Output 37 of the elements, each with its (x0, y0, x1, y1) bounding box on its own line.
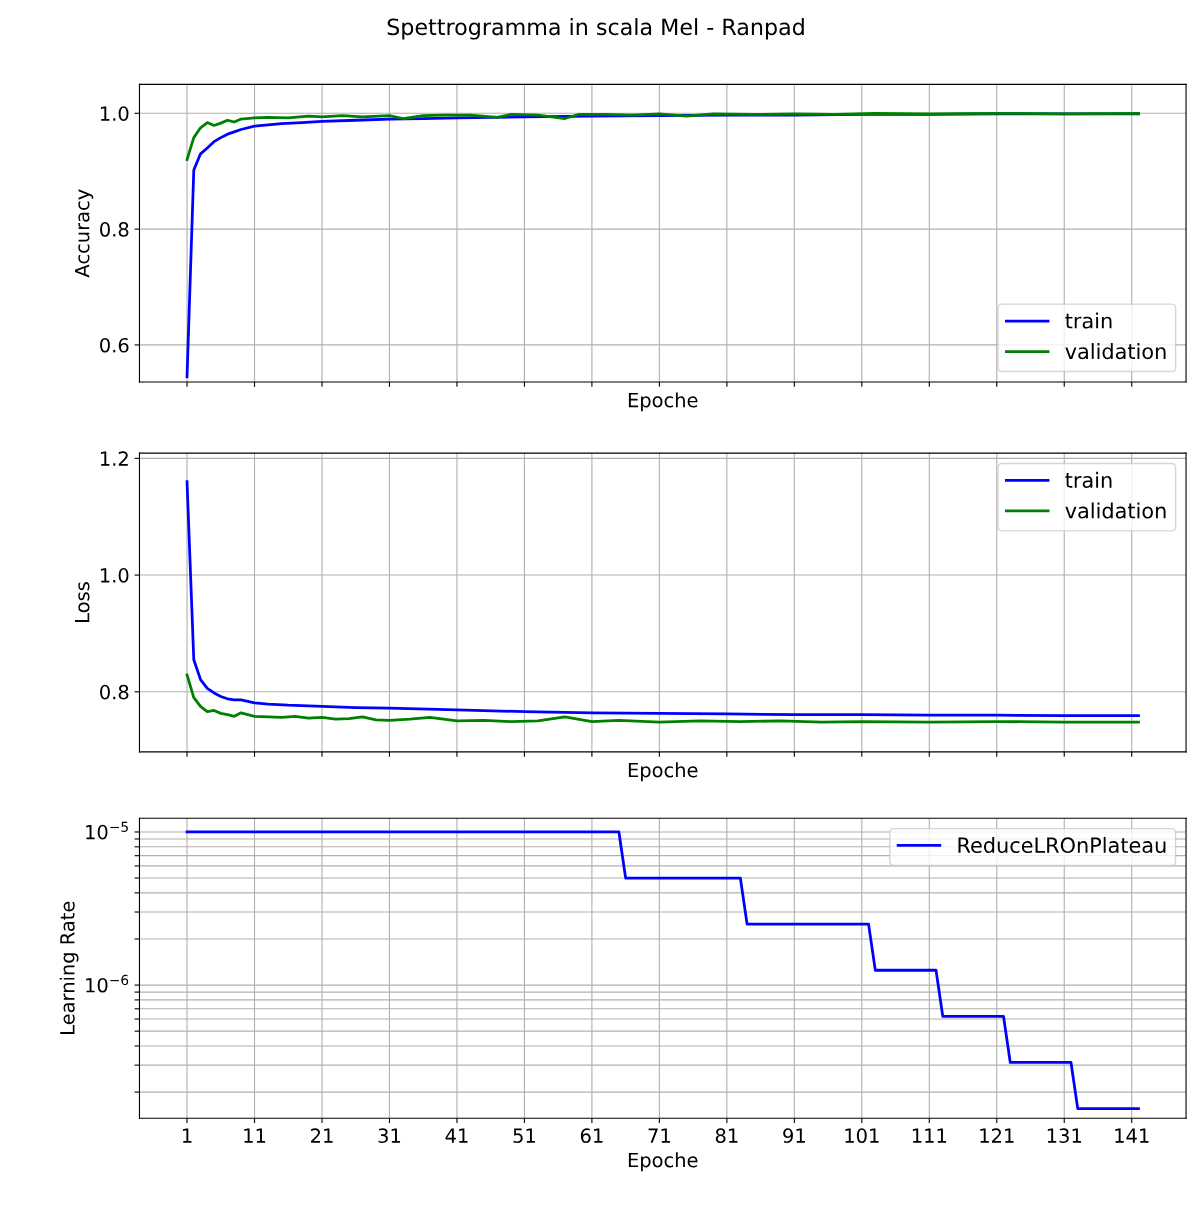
x-tick-label: 81 (715, 1128, 738, 1144)
x-tick-label: 61 (580, 1128, 603, 1144)
legend-label: ReduceLROnPlateau (958, 836, 1166, 854)
x-tick-label: 121 (980, 1128, 1014, 1143)
x-tick-label: 101 (845, 1128, 879, 1144)
x-tick-label: 1 (182, 1128, 192, 1143)
y-tick-label: 0.8 (100, 222, 129, 237)
y-tick-label: 0.6 (100, 337, 129, 353)
line-series (185, 673, 1140, 724)
y-tick-label: 0.8 (100, 684, 129, 700)
y-axis-title: Loss (75, 582, 90, 622)
legend-label: validation (1065, 343, 1166, 360)
x-tick-label: 91 (783, 1128, 805, 1144)
x-tick-label: 51 (513, 1128, 535, 1144)
x-axis-title: Epoche (628, 392, 698, 412)
y-axis-title: Learning Rate (59, 901, 79, 1034)
legend-label: validation (1065, 502, 1166, 519)
x-tick-label: 21 (311, 1128, 333, 1143)
y-tick-label: 10$^{−5}$ (86, 821, 128, 840)
y-tick-label: 1.0 (100, 568, 129, 583)
x-tick-label: 11 (244, 1128, 266, 1143)
legend-label: train (1065, 312, 1112, 329)
y-tick-label: 10$^{−6}$ (86, 974, 129, 993)
legend-label: train (1065, 471, 1112, 488)
x-tick-label: 41 (445, 1128, 468, 1143)
y-tick-label: 1.2 (100, 451, 128, 466)
x-tick-label: 111 (912, 1128, 947, 1143)
chart-title: Spettrogramma in scala Mel - Ranpad (387, 18, 804, 40)
y-axis-title: Accuracy (75, 189, 94, 278)
x-tick-label: 131 (1047, 1128, 1081, 1144)
line-series (185, 111, 1140, 162)
x-tick-label: 71 (648, 1128, 670, 1143)
x-tick-label: 31 (378, 1128, 401, 1144)
x-axis-title: Epoche (628, 1152, 698, 1172)
y-tick-label: 1.0 (100, 106, 129, 121)
x-axis-title: Epoche (628, 762, 698, 782)
x-tick-label: 141 (1115, 1128, 1149, 1143)
